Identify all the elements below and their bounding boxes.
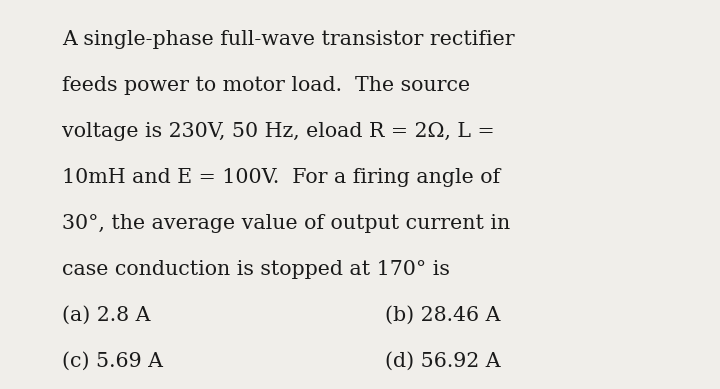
Text: (b) 28.46 A: (b) 28.46 A	[385, 306, 500, 325]
Text: 10mH and E = 100V.  For a firing angle of: 10mH and E = 100V. For a firing angle of	[62, 168, 500, 187]
Text: (d) 56.92 A: (d) 56.92 A	[385, 352, 500, 371]
Text: case conduction is stopped at 170° is: case conduction is stopped at 170° is	[62, 260, 450, 279]
Text: voltage is 230V, 50 Hz, eload R = 2Ω, L =: voltage is 230V, 50 Hz, eload R = 2Ω, L …	[62, 122, 495, 141]
Text: (c) 5.69 A: (c) 5.69 A	[62, 352, 163, 371]
Text: A single-phase full-wave transistor rectifier: A single-phase full-wave transistor rect…	[62, 30, 515, 49]
Text: feeds power to motor load.  The source: feeds power to motor load. The source	[62, 76, 470, 95]
Text: (a) 2.8 A: (a) 2.8 A	[62, 306, 150, 325]
Text: 30°, the average value of output current in: 30°, the average value of output current…	[62, 214, 510, 233]
